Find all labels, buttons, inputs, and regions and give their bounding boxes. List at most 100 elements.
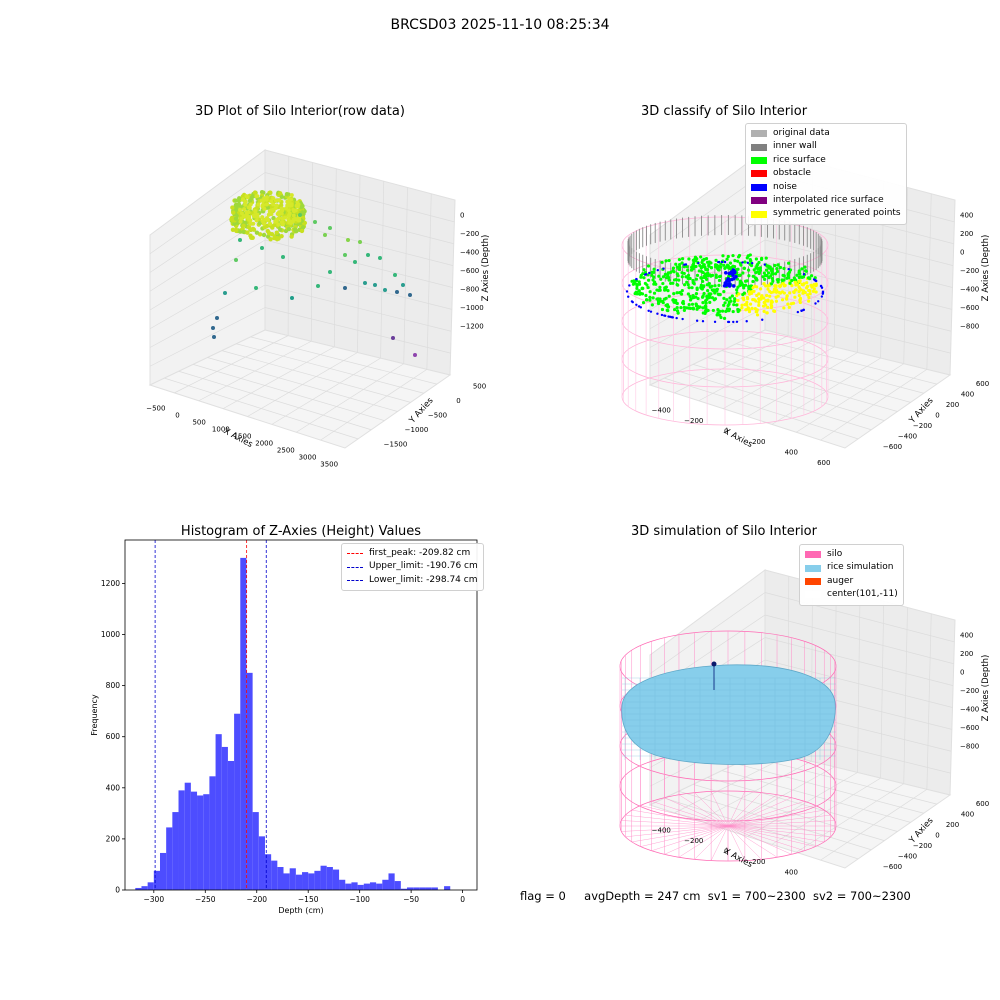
surface-point: [708, 300, 712, 304]
surface-point: [722, 290, 726, 294]
point: [271, 215, 276, 221]
legend-label: rice simulation: [827, 562, 894, 573]
surface-point: [710, 296, 715, 300]
histogram-bar: [147, 882, 154, 890]
surface-point: [731, 253, 735, 258]
surface-point: [642, 276, 646, 280]
noise-point: [820, 295, 824, 298]
surface-point: [701, 294, 705, 298]
legend-swatch: [805, 591, 821, 599]
surface-point: [745, 256, 749, 260]
surface-point: [782, 266, 786, 271]
y-tick-label: −600: [883, 443, 902, 451]
surface-point: [685, 306, 689, 310]
surface-point: [761, 275, 765, 279]
point: [274, 203, 279, 208]
surface-point: [687, 286, 691, 290]
surface-point: [767, 283, 771, 288]
legend-entry: original data: [751, 127, 901, 140]
noise-point: [701, 320, 705, 323]
cylinder-spoke: [664, 825, 729, 855]
point: [238, 238, 242, 242]
surface-point: [641, 272, 645, 276]
grid-line: [880, 601, 885, 779]
z-axis-label: Z Axies (Depth): [981, 655, 991, 722]
legend-swatch: [751, 157, 767, 165]
x-tick-label: 1500: [234, 433, 252, 441]
surface-point: [770, 269, 774, 273]
surface-point: [768, 294, 772, 298]
cylinder-spoke: [621, 825, 729, 832]
surface-point: [675, 291, 679, 295]
x-tick-label: 2000: [255, 440, 273, 448]
surface-point: [638, 292, 642, 296]
surface-point: [764, 268, 769, 272]
surface-point: [762, 309, 766, 314]
histogram-bar: [141, 886, 148, 890]
surface-point: [750, 306, 754, 311]
surface-point: [741, 296, 745, 300]
point: [366, 253, 370, 257]
z-axis-label: Z Axies (Depth): [481, 235, 491, 302]
surface-point: [677, 291, 682, 295]
surface-point: [666, 308, 670, 313]
histogram-bar: [314, 870, 321, 890]
surface-point: [722, 316, 727, 320]
noise-point: [681, 317, 684, 321]
histogram-bar: [135, 887, 142, 890]
surface-point: [755, 313, 760, 317]
noise-point: [796, 310, 800, 314]
point: [277, 210, 282, 215]
surface-point: [671, 266, 676, 270]
surface-point: [712, 298, 716, 302]
surface-point: [701, 306, 705, 310]
surface-point: [706, 289, 710, 293]
x-axis-label: X Axies: [222, 426, 255, 450]
surface-point: [637, 280, 641, 284]
point: [299, 228, 305, 234]
y-tick-label: 400: [961, 811, 974, 819]
surface-point: [680, 275, 684, 279]
noise-point: [741, 261, 744, 264]
surface-point: [751, 274, 755, 278]
surface-point: [691, 262, 696, 266]
noise-point: [656, 312, 659, 315]
surface-point: [791, 301, 796, 305]
classify-legend: original data inner wall rice surface obsta…: [745, 123, 907, 225]
surface-point: [773, 272, 778, 276]
grid-line: [296, 363, 404, 433]
surface-point: [732, 299, 737, 304]
surface-point: [652, 282, 656, 286]
surface-point: [718, 292, 722, 297]
legend-entry: inner wall: [751, 140, 901, 153]
histogram-bar: [172, 812, 179, 890]
surface-point: [785, 276, 789, 280]
surface-point: [731, 309, 735, 314]
histogram-bar: [332, 869, 340, 890]
surface-point: [758, 266, 762, 270]
surface-point: [757, 270, 762, 274]
surface-point: [715, 313, 719, 317]
point: [268, 237, 273, 242]
point: [343, 253, 347, 257]
point: [274, 230, 279, 235]
x-tick-label: −50: [403, 895, 419, 904]
y-tick-label: 1000: [101, 630, 120, 639]
surface-point: [694, 264, 698, 269]
surface-point: [721, 254, 725, 258]
histogram-bar: [320, 865, 327, 890]
point: [245, 214, 250, 219]
surface-point: [641, 286, 645, 291]
surface-point: [689, 297, 693, 301]
z-tick-label: −200: [960, 687, 979, 695]
surface-point: [722, 263, 726, 267]
noise-point: [746, 261, 750, 265]
histogram-bar: [369, 882, 377, 890]
surface-point: [667, 258, 671, 263]
legend-swatch: [751, 170, 767, 178]
surface-point: [797, 279, 801, 284]
grid-line: [796, 783, 904, 853]
surface-point: [804, 269, 808, 273]
point: [252, 190, 258, 195]
surface-point: [669, 281, 673, 286]
